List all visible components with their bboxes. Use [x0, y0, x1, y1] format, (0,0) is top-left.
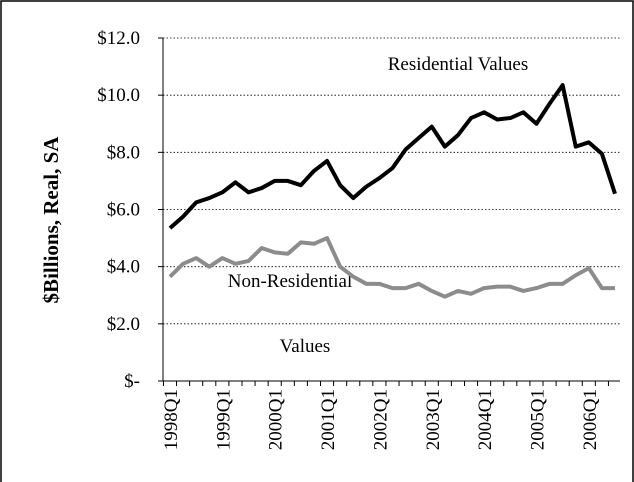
y-tick-label: $-	[124, 371, 140, 392]
x-tick-label: 2003Q1	[423, 389, 444, 450]
annotation: Values	[280, 336, 331, 357]
annotation: Non-Residential	[228, 271, 353, 292]
y-tick-label: $4.0	[107, 257, 140, 278]
x-tick-label: 2000Q1	[266, 389, 287, 450]
x-tick-label: 2002Q1	[370, 389, 391, 450]
y-tick-label: $8.0	[107, 142, 140, 163]
y-tick-label: $2.0	[107, 314, 140, 335]
line	[168, 83, 617, 230]
annotation: Residential Values	[388, 54, 529, 75]
y-tick-label: $6.0	[107, 200, 140, 221]
x-tick-label: 2001Q1	[318, 389, 339, 450]
y-tick-label: $12.0	[97, 28, 140, 49]
x-tick-label: 2006Q1	[580, 389, 601, 450]
y-axis-label: $Billions, Real, SA	[39, 136, 63, 304]
x-tick-label: 1998Q1	[161, 389, 182, 450]
y-tick-label: $10.0	[97, 85, 140, 106]
x-tick-label: 1999Q1	[213, 389, 234, 450]
line	[168, 236, 615, 299]
x-tick-label: 2005Q1	[527, 389, 548, 450]
x-tick-label: 2004Q1	[475, 389, 496, 450]
